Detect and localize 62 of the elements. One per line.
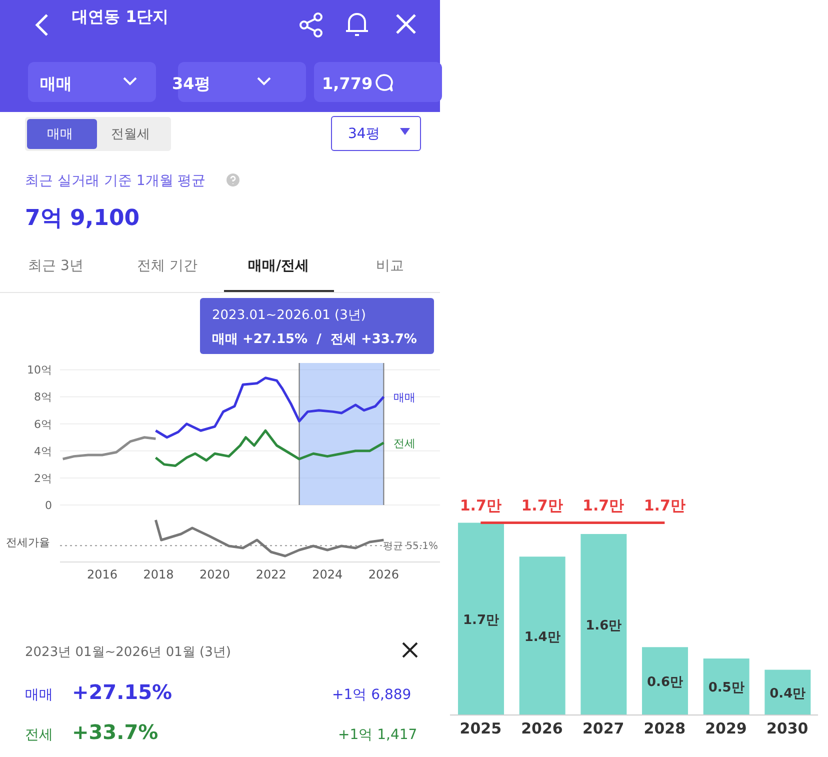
x-tick-label: 2026 <box>521 720 563 738</box>
text: 2023.01~2026.01 (3년) <box>212 307 366 324</box>
bar <box>458 522 504 715</box>
x-tick-label: 2016 <box>86 568 118 582</box>
text: 최근 실거래 기준 1개월 평균 <box>25 172 206 190</box>
x-tick-label: 2022 <box>256 568 286 582</box>
x-tick-label: 2028 <box>644 720 686 738</box>
data-label: 0.4만 <box>770 686 806 702</box>
line-series <box>154 376 385 439</box>
data-label: 1.7만 <box>582 496 624 515</box>
x-tick-label: 2026 <box>368 568 399 582</box>
text: 매매 <box>25 686 53 704</box>
text: 7억 9,100 <box>25 205 140 233</box>
data-label: 1.7만 <box>644 496 686 515</box>
y-axis-title: 전세가율 <box>6 535 50 550</box>
y-tick-label: 8억 <box>34 390 52 404</box>
y-tick-label: 10억 <box>27 364 52 377</box>
bar <box>519 556 566 715</box>
y-tick-label: 0 <box>45 498 52 512</box>
data-label: 0.6만 <box>646 675 684 690</box>
text: +33.7% <box>72 720 158 744</box>
x-tick-label: 2030 <box>766 720 808 738</box>
data-label: 1.7만 <box>462 612 500 628</box>
x-tick-label: 2025 <box>460 720 502 738</box>
text: 전월세 <box>111 126 150 143</box>
y-tick-label: 2억 <box>34 472 52 485</box>
text: 매매 +27.15% / 전세 +33.7% <box>212 331 417 348</box>
bar <box>580 534 627 715</box>
text: 매매 <box>40 74 72 95</box>
bar <box>642 647 688 715</box>
text: 34평 <box>172 74 210 95</box>
series-label: 매매 <box>394 390 416 404</box>
text: 비교 <box>376 257 404 275</box>
data-label: 1.7만 <box>521 496 563 515</box>
bar <box>703 658 750 715</box>
x-tick-label: 2024 <box>312 568 343 582</box>
x-tick-label: 2018 <box>143 568 174 582</box>
line-series <box>154 429 385 468</box>
text: 전세 <box>25 726 53 744</box>
chart-title: 대연동 1단지 <box>72 6 170 28</box>
series-label: 전세 <box>394 436 416 450</box>
data-label: 1.6만 <box>586 618 622 634</box>
text: 1,779 <box>322 74 373 93</box>
y-tick-label: 6억 <box>34 418 52 431</box>
y-tick-label: 4억 <box>34 444 52 458</box>
text: +1억 1,417 <box>338 726 418 744</box>
text: 2023년 01월~2026년 01월 (3년) <box>25 644 231 661</box>
data-label: 1.7만 <box>460 496 502 515</box>
line-series <box>62 436 157 460</box>
x-tick-label: 2029 <box>705 720 747 738</box>
text: 최근 3년 <box>28 257 84 275</box>
data-label: 0.5만 <box>708 680 744 696</box>
text: 전체 기간 <box>137 257 198 275</box>
data-label: 1.4만 <box>524 630 560 645</box>
x-tick-label: 2027 <box>582 720 624 738</box>
text: 매매/전세 <box>248 257 310 275</box>
ref-line-label: 평균 55.1% <box>383 541 438 552</box>
text: 매매 <box>47 126 73 143</box>
x-tick-label: 2020 <box>200 568 230 582</box>
text: 34평 <box>348 125 380 143</box>
text: +1억 6,889 <box>332 686 412 704</box>
text: +27.15% <box>72 680 172 704</box>
